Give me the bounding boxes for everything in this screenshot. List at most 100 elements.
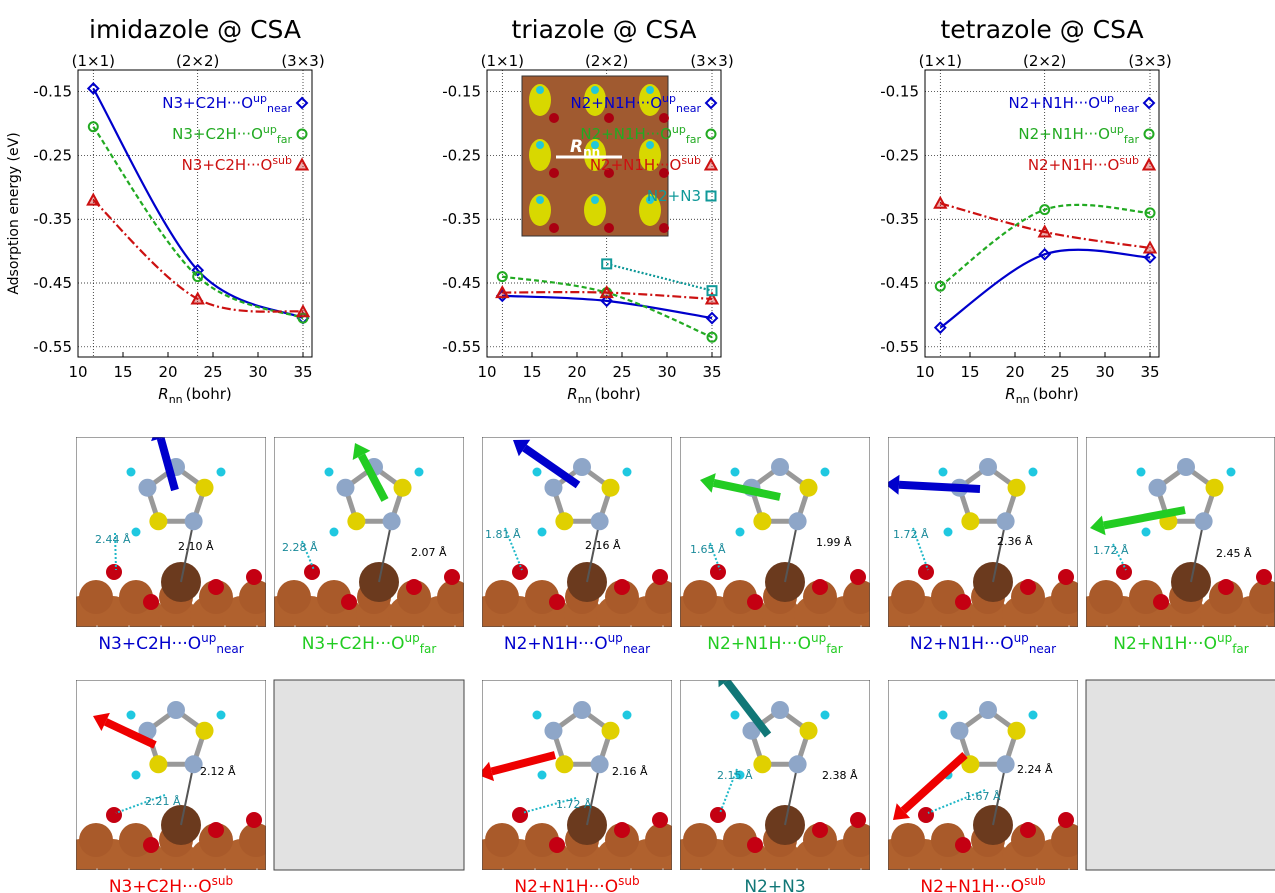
inset-label: Rnn — [570, 137, 600, 159]
marker — [295, 304, 311, 318]
h-atom — [324, 467, 334, 477]
y-tick-label: -0.45 — [33, 274, 72, 292]
cu-atom — [683, 580, 717, 614]
h-atom — [820, 710, 830, 720]
ring-atom — [601, 721, 620, 740]
ring-atom — [555, 512, 574, 531]
text-part: N2+N3 — [744, 877, 805, 893]
text-part: N2+N1H···O — [1018, 125, 1110, 143]
distance-label: 2.24 Å — [1017, 763, 1053, 776]
bond — [586, 521, 601, 583]
dipole-arrow — [490, 751, 557, 776]
o-atom — [710, 564, 726, 580]
marker — [601, 258, 613, 270]
dipole-arrow-head — [893, 803, 911, 820]
ring-atom — [590, 755, 609, 774]
y-tick-label: -0.15 — [33, 83, 72, 101]
series-line — [940, 202, 1151, 250]
bond — [784, 764, 799, 826]
ring-atom — [544, 721, 563, 740]
x-tick-label: 35 — [702, 363, 721, 381]
h-atom — [730, 467, 740, 477]
text-part: N3+C2H···O — [302, 634, 405, 654]
panel-label: N2+N3 — [744, 877, 805, 893]
ring-atom — [771, 701, 789, 719]
ring-atom — [544, 478, 563, 497]
legend-marker — [1142, 96, 1156, 110]
h-atom — [938, 467, 948, 477]
marker — [496, 271, 508, 283]
y-tick-label: -0.25 — [442, 146, 481, 164]
series-line — [606, 262, 713, 292]
o-atom — [614, 579, 630, 595]
distance-label: 2.45 Å — [1216, 547, 1252, 560]
distance-label: 2.21 Å — [145, 795, 181, 808]
text-part: near — [623, 642, 650, 656]
ring-atom — [961, 512, 980, 531]
ring-atom — [1194, 512, 1213, 531]
inset-atom — [604, 113, 614, 123]
text-part: up — [662, 92, 676, 105]
h-bond — [504, 527, 523, 571]
text-part: up — [608, 631, 623, 645]
text-part: far — [1124, 133, 1140, 146]
x-axis-label: Rnn (bohr) — [1005, 385, 1078, 406]
top-tick-label: (3×3) — [1128, 52, 1171, 70]
h-atom — [1141, 527, 1151, 537]
ring-atom — [799, 478, 818, 497]
h-bond — [521, 797, 577, 814]
cu-atom — [683, 823, 717, 857]
text-part: far — [420, 642, 437, 656]
text-part: sub — [618, 874, 639, 888]
bond — [992, 521, 1007, 583]
distance-label: 2.15 Å — [717, 769, 753, 782]
dipole-arrow-head — [93, 712, 110, 731]
o-atom — [747, 837, 763, 853]
marker — [1039, 204, 1051, 216]
text-part: N2+N1H···O — [571, 94, 663, 112]
ring-atom — [590, 512, 609, 531]
distance-label: 1.72 Å — [893, 528, 929, 541]
ring-atom — [788, 755, 807, 774]
h-atom — [622, 710, 632, 720]
top-tick-label: (3×3) — [281, 52, 324, 70]
series-line — [502, 291, 713, 301]
inset-molecule — [639, 139, 661, 171]
o-atom — [246, 812, 262, 828]
text-part: N3+C2H···O — [109, 877, 212, 893]
cu-atom — [803, 823, 837, 857]
legend-marker — [703, 157, 719, 171]
o-atom — [549, 594, 565, 610]
marker — [86, 82, 100, 95]
ring-atom — [555, 755, 574, 774]
ring-atom — [347, 512, 366, 531]
inset-molecule — [639, 194, 661, 226]
inset-atom — [591, 141, 599, 149]
bond — [1190, 521, 1205, 583]
ring-atom — [1007, 721, 1026, 740]
text-part: sub — [681, 154, 701, 167]
marker — [706, 331, 718, 343]
plot-frame — [77, 69, 313, 358]
panel-label: N2+N1H···Oupnear — [910, 631, 1056, 656]
o-atom — [918, 564, 934, 580]
y-tick-label: -0.35 — [880, 210, 919, 228]
y-tick-label: -0.55 — [880, 338, 919, 356]
o-atom — [106, 807, 122, 823]
y-tick-label: -0.45 — [880, 274, 919, 292]
ring-atom — [149, 512, 168, 531]
dipole-arrow-head — [513, 439, 531, 457]
dipole-arrow — [1103, 506, 1186, 530]
marker — [1142, 240, 1158, 254]
legend-marker — [295, 96, 309, 110]
top-tick-label: (1×1) — [481, 52, 524, 70]
cu-atom — [1209, 580, 1243, 614]
plot-frame — [486, 69, 722, 358]
distance-label: 2.16 Å — [612, 765, 648, 778]
inset-atom — [659, 168, 669, 178]
h-atom — [532, 467, 542, 477]
top-tick-label: (2×2) — [1023, 52, 1066, 70]
cu-atom — [277, 580, 311, 614]
structure-panel: 1.72 Å 2.36 Å — [888, 437, 1078, 627]
o-atom — [143, 594, 159, 610]
